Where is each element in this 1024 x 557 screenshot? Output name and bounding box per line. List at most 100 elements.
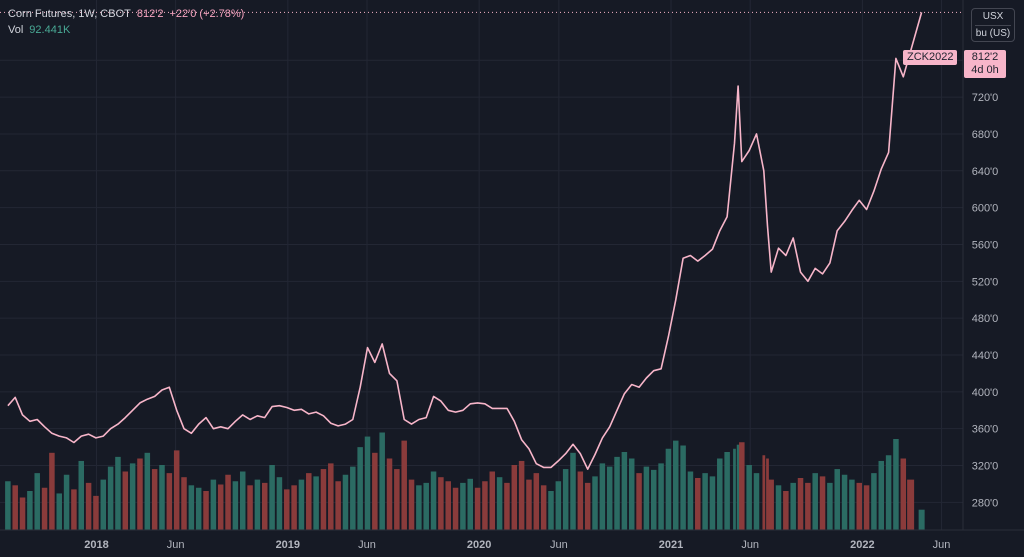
x-tick-label: 2020: [467, 539, 491, 551]
volume-bar: [239, 471, 246, 530]
volume-bar: [548, 491, 554, 530]
volume-bar: [85, 482, 92, 530]
volume-bar: [518, 460, 525, 530]
volume-bar: [320, 469, 327, 530]
price-line: [7, 12, 923, 470]
x-tick-label: Jun: [741, 539, 759, 551]
volume-bar: [78, 460, 85, 530]
volume-bar: [276, 477, 283, 530]
volume-bar: [203, 491, 209, 530]
volume-bar: [261, 482, 268, 530]
volume-bar: [210, 479, 217, 530]
unit-selector[interactable]: USX bu (US): [971, 8, 1015, 42]
volume-bar: [702, 473, 708, 530]
volume-bar: [812, 473, 818, 530]
unit-separator: [975, 25, 1011, 26]
volume-bar: [144, 452, 151, 530]
volume-bar: [762, 455, 766, 530]
volume-bar: [379, 432, 385, 530]
volume-bar: [599, 463, 606, 530]
volume-bar: [452, 487, 459, 530]
volume-bar: [137, 458, 143, 530]
x-tick-label: Jun: [550, 539, 568, 551]
volume-bar: [166, 473, 173, 530]
volume-bar: [746, 465, 752, 530]
unit-label: bu (US): [975, 28, 1011, 39]
volume-bar: [63, 474, 70, 530]
volume-bar: [291, 485, 297, 530]
volume-bar: [284, 489, 290, 530]
volume-bar: [555, 481, 562, 530]
volume-bar: [93, 495, 99, 530]
volume-label[interactable]: Vol: [8, 24, 24, 36]
volume-bar: [733, 448, 736, 530]
volume-bar: [122, 471, 129, 530]
volume-bar: [834, 469, 840, 530]
chart-legend: Corn Futures, 1W, CBOT 812'2 +22'0 (+2.78%…: [8, 6, 244, 38]
x-tick-label: 2022: [850, 539, 874, 551]
volume-bar: [841, 474, 848, 530]
volume-bar: [401, 440, 407, 530]
volume-bars: [5, 432, 925, 530]
volume-bar: [306, 473, 312, 530]
volume-bar: [129, 463, 136, 530]
volume-bar: [562, 469, 569, 530]
volume-bar: [819, 476, 826, 530]
volume-bar: [416, 485, 422, 530]
volume-bar: [592, 476, 598, 530]
volume-bar: [19, 497, 26, 530]
time-axis[interactable]: 2018 Jun 2019 Jun 2020 Jun 2021 Jun 2022 Jun: [84, 539, 950, 551]
volume-bar: [5, 481, 11, 530]
volume-bar: [328, 463, 334, 530]
y-tick-label: 680'0: [972, 129, 999, 141]
volume-bar: [511, 465, 518, 530]
volume-bar: [254, 479, 261, 530]
volume-bar: [225, 474, 231, 530]
volume-bar: [900, 458, 907, 530]
volume-bar: [298, 479, 305, 530]
volume-bar: [526, 479, 532, 530]
x-tick-label: Jun: [167, 539, 185, 551]
volume-bar: [372, 452, 378, 530]
volume-bar: [56, 493, 62, 530]
y-tick-label: 640'0: [972, 166, 999, 178]
price-axis[interactable]: 760'0720'0680'0640'0600'0560'0520'0480'0…: [972, 55, 999, 509]
volume-bar: [430, 471, 437, 530]
volume-bar: [247, 485, 253, 530]
volume-bar: [533, 473, 540, 530]
y-tick-label: 600'0: [972, 203, 999, 215]
volume-bar: [445, 481, 451, 530]
symbol-title[interactable]: Corn Futures, 1W, CBOT: [8, 8, 131, 20]
volume-bar: [313, 476, 319, 530]
volume-bar: [173, 450, 180, 530]
volume-bar: [775, 485, 782, 530]
volume-bar: [364, 436, 371, 530]
volume-bar: [768, 479, 774, 530]
volume-bar: [115, 456, 121, 530]
y-tick-label: 520'0: [972, 276, 999, 288]
volume-bar: [335, 481, 341, 530]
volume-bar: [504, 482, 510, 530]
volume-bar: [350, 466, 356, 530]
volume-bar: [482, 481, 488, 530]
volume-bar: [918, 509, 925, 530]
y-tick-label: 560'0: [972, 239, 999, 251]
volume-bar: [709, 476, 716, 530]
volume-bar: [863, 485, 870, 530]
volume-bar: [885, 455, 892, 530]
last-price-value: 812'2: [971, 51, 999, 63]
volume-bar: [805, 482, 811, 530]
volume-bar: [643, 466, 650, 530]
volume-bar: [783, 491, 789, 530]
volume-bar: [232, 481, 239, 530]
volume-bar: [188, 485, 195, 530]
volume-bar: [614, 456, 620, 530]
volume-bar: [423, 482, 429, 530]
y-tick-label: 400'0: [972, 387, 999, 399]
volume-bar: [269, 465, 275, 530]
volume-bar: [717, 458, 723, 530]
y-tick-label: 280'0: [972, 497, 999, 509]
x-tick-label: Jun: [358, 539, 376, 551]
volume-bar: [878, 460, 885, 530]
